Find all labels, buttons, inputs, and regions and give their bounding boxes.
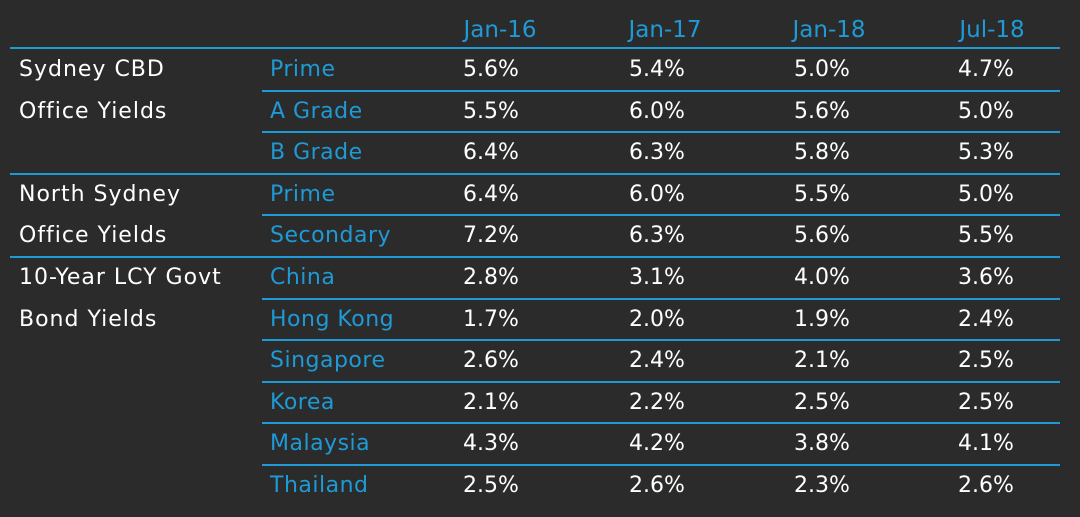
table-cell: 5.6% [463,57,519,82]
row-divider [262,464,1060,466]
table-cell: 6.4% [463,181,519,207]
table-row: Singapore 2.6% 2.4% 2.1% 2.5% [0,340,1080,382]
table-cell: 6.4% [463,140,519,166]
group-label: Sydney CBD [19,57,165,82]
table-cell: 4.2% [629,431,685,457]
group-divider [10,172,1060,175]
row-label: Secondary [270,223,392,249]
row-label: Prime [270,57,336,82]
table-cell: 5.0% [958,181,1014,207]
row-divider [262,214,1060,217]
table-cell: 3.6% [958,265,1014,290]
row-divider [262,422,1060,425]
table-cell: 5.8% [794,140,850,166]
group-label: 10-Year LCY Govt [19,265,222,290]
table-cell: 6.3% [629,140,685,166]
table-row: Malaysia 4.3% 4.2% 3.8% 4.1% [0,423,1080,465]
table-cell: 6.3% [629,223,685,249]
table-cell: 2.4% [629,348,685,374]
table-row: Thailand 2.5% 2.6% 2.3% 2.6% [0,465,1080,507]
table-cell: 2.6% [629,473,685,498]
table-cell: 7.2% [463,223,519,249]
group-label: Office Yields [19,223,168,249]
table-row: China 2.8% 3.1% 4.0% 3.6% [0,257,1080,299]
table-cell: 1.9% [794,306,850,332]
table-cell: 2.3% [794,473,850,498]
table-cell: 5.5% [794,181,850,207]
column-header-jan-17: Jan-17 [628,17,702,43]
column-header-jan-18: Jan-18 [792,17,866,43]
table-cell: 2.1% [794,348,850,374]
row-label: A Grade [270,98,363,124]
row-label: Hong Kong [270,306,395,332]
table-row: B Grade 6.4% 6.3% 5.8% 5.3% [0,132,1080,174]
table-cell: 1.7% [463,306,519,332]
row-label: Korea [270,389,335,415]
table-cell: 4.7% [958,57,1014,82]
row-label: Thailand [270,473,369,498]
table-cell: 2.0% [629,306,685,332]
table-cell: 5.6% [794,223,850,249]
table-cell: 2.6% [958,473,1014,498]
table-cell: 4.1% [958,431,1014,457]
table-cell: 2.8% [463,265,519,290]
row-divider [262,89,1060,92]
group-divider [10,256,1060,258]
table-row: Prime 6.4% 6.0% 5.5% 5.0% [0,174,1080,216]
row-label: China [270,265,336,290]
table-cell: 2.5% [958,348,1014,374]
table-cell: 2.1% [463,389,519,415]
table-cell: 5.3% [958,140,1014,166]
column-header-jul-18: Jul-18 [959,17,1025,43]
table-row: Korea 2.1% 2.2% 2.5% 2.5% [0,382,1080,424]
table-cell: 4.0% [794,265,850,290]
row-divider [262,339,1060,342]
row-label: Singapore [270,348,386,374]
table-cell: 5.5% [958,223,1014,249]
table-row: Secondary 7.2% 6.3% 5.6% 5.5% [0,215,1080,257]
table-cell: 2.5% [958,389,1014,415]
row-label: Prime [270,181,336,207]
table-cell: 5.0% [958,98,1014,124]
table-cell: 2.5% [794,389,850,415]
table-cell: 5.5% [463,98,519,124]
table-cell: 5.0% [794,57,850,82]
header-divider [10,47,1060,49]
row-label: B Grade [270,140,363,166]
table-cell: 2.4% [958,306,1014,332]
table-row: Prime 5.6% 5.4% 5.0% 4.7% [0,49,1080,91]
row-label: Malaysia [270,431,371,457]
column-header-jan-16: Jan-16 [463,17,537,43]
table-cell: 5.6% [794,98,850,124]
table-cell: 6.0% [629,98,685,124]
table-cell: 3.8% [794,431,850,457]
row-divider [262,131,1060,134]
table-cell: 2.6% [463,348,519,374]
table-cell: 2.5% [463,473,519,498]
group-label: North Sydney [19,181,181,207]
table-cell: 4.3% [463,431,519,457]
table-cell: 5.4% [629,57,685,82]
table-cell: 6.0% [629,181,685,207]
table-row: Hong Kong 1.7% 2.0% 1.9% 2.4% [0,299,1080,341]
table-cell: 3.1% [629,265,685,290]
row-divider [262,380,1060,383]
group-label: Bond Yields [19,306,158,332]
table-row: A Grade 5.5% 6.0% 5.6% 5.0% [0,91,1080,133]
group-label: Office Yields [19,98,168,124]
table-cell: 2.2% [629,389,685,415]
row-divider [262,297,1060,300]
